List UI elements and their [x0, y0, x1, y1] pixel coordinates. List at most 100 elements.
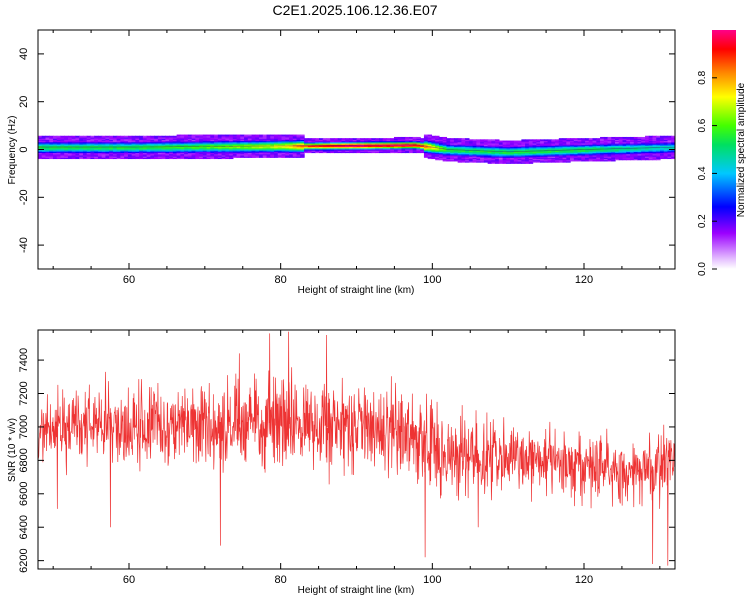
spectrogram-cell: [67, 150, 73, 152]
spectrogram-cell: [536, 145, 541, 148]
spectrogram-cell: [566, 144, 571, 146]
spectrogram-cell: [64, 151, 69, 154]
spectrogram-cell: [600, 156, 605, 158]
spectrogram-cell: [648, 147, 654, 150]
spectrogram-cell: [120, 138, 125, 140]
spectrogram-cell: [67, 151, 73, 154]
spectrogram-cell: [611, 136, 616, 139]
spectrogram-cell: [450, 159, 455, 162]
spectrogram-cell: [513, 152, 519, 155]
spectrogram-cell: [630, 145, 635, 148]
spectrogram-cell: [165, 150, 170, 152]
spectrogram-cell: [266, 138, 271, 140]
spectrogram-cell: [446, 153, 451, 156]
spectrogram-cell: [38, 146, 43, 149]
snr-x-axis-label: Height of straight line (km): [298, 585, 415, 596]
spectrogram-cell: [573, 159, 579, 162]
spectrogram-cell: [438, 140, 444, 143]
spectrogram-cell: [438, 151, 444, 154]
spectrogram-cell: [86, 140, 92, 143]
spectrogram-cell: [468, 144, 474, 146]
snr-y-tick-label: 6800: [18, 448, 30, 472]
spectrogram-cell: [262, 134, 268, 137]
spectrogram-cell: [528, 152, 534, 155]
spectrogram-cell: [551, 141, 556, 144]
spectrogram-cell: [476, 144, 481, 146]
spectrogram-cell: [435, 145, 440, 148]
spectrogram-cell: [442, 156, 448, 158]
spectrogram-cell: [281, 136, 286, 139]
spectrogram-cell: [315, 151, 320, 154]
spectrogram-cell: [371, 140, 376, 143]
spectrogram-cell: [206, 135, 211, 138]
spectrogram-cell: [360, 151, 365, 154]
spectrogram-cell: [566, 152, 571, 155]
spectrogram-cell: [585, 145, 590, 148]
spectrogram-cell: [513, 157, 519, 160]
spectrogram-cell: [630, 152, 635, 155]
spectrogram-cell: [641, 158, 646, 161]
spectrogram-cell: [648, 142, 654, 145]
spectrogram-cell: [116, 139, 122, 142]
spectrogram-cell: [600, 140, 605, 143]
spectrogram-cell: [236, 146, 241, 149]
spectrogram-cell: [423, 156, 429, 158]
spectrogram-cell: [330, 146, 335, 149]
spectrogram-cell: [240, 140, 245, 143]
spectrogram-cell: [94, 138, 99, 140]
spectrogram-cell: [476, 154, 481, 157]
spectrogram-cell: [202, 142, 208, 145]
spectrogram-cell: [187, 140, 193, 143]
spectrogram-cell: [105, 156, 110, 158]
spectrogram-cell: [648, 150, 654, 152]
spectrogram-cell: [660, 141, 665, 144]
spectrogram-cell: [491, 140, 496, 143]
spectrogram-cell: [210, 152, 215, 155]
spectrogram-cell: [378, 148, 384, 151]
spectrogram-cell: [319, 146, 324, 149]
spectrogram-cell: [491, 139, 496, 142]
spectrogram-cell: [476, 145, 481, 148]
spectrogram-cell: [86, 156, 92, 158]
snr-y-tick-label: 6600: [18, 482, 30, 506]
spectrogram-cell: [648, 151, 654, 154]
spectrogram-cell: [289, 151, 294, 154]
spectrogram-cell: [416, 138, 421, 140]
spectrogram-cell: [67, 154, 73, 157]
spectrogram-cell: [536, 146, 541, 149]
spectrogram-cell: [393, 146, 399, 149]
spectrogram-cell: [79, 151, 84, 154]
spectrogram-cell: [150, 144, 155, 146]
spectrogram-cell: [240, 151, 245, 154]
spectrogram-cell: [378, 151, 384, 154]
spectrogram-cell: [274, 144, 279, 146]
spectrogram-cell: [427, 135, 433, 138]
spectrogram-cell: [116, 153, 122, 156]
spectrogram-cell: [480, 145, 485, 148]
spectrogram-cell: [386, 150, 391, 152]
spectrogram-cell: [206, 150, 211, 152]
spectrogram-cell: [570, 154, 575, 157]
spectrogram-cell: [349, 148, 354, 151]
spectrogram-cell: [202, 151, 208, 154]
spectrogram-cell: [210, 150, 215, 152]
spectrogram-cell: [577, 151, 582, 154]
spectrogram-cell: [581, 142, 586, 145]
spectrogram-cell: [82, 151, 88, 154]
spectrogram-cell: [255, 156, 260, 158]
spectrogram-cell: [75, 144, 80, 146]
spectrogram-cell: [600, 153, 605, 156]
spectrogram-cell: [86, 136, 92, 139]
spectrogram-cell: [326, 145, 331, 148]
spectrogram-cell: [375, 138, 380, 140]
spectrogram-cell: [525, 157, 530, 160]
spectrogram-cell: [285, 156, 290, 158]
spectrogram-cell: [56, 152, 62, 155]
snr-x-tick-label: 120: [575, 574, 593, 586]
spectrogram-cell: [161, 139, 166, 142]
spectrogram-cell: [322, 150, 328, 152]
spectrogram-cell: [652, 136, 657, 139]
spectrogram-cell: [495, 140, 500, 143]
spectrogram-cell: [79, 156, 84, 158]
spectrogram-cell: [510, 153, 515, 156]
